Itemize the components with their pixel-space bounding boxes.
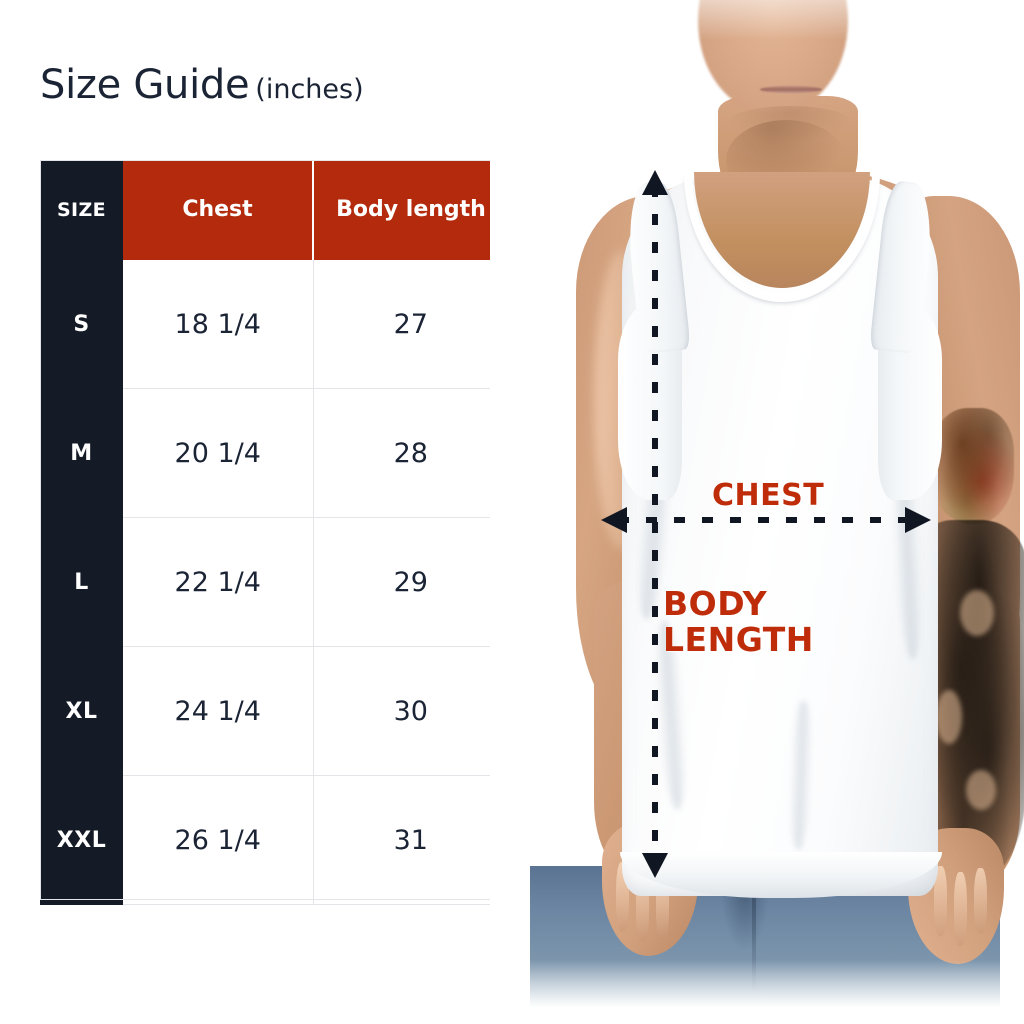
tattoo-highlight xyxy=(960,590,994,636)
chin-shadow xyxy=(726,106,854,142)
chest-label: CHEST xyxy=(712,478,825,513)
page-title-text: Size Guide xyxy=(40,62,250,108)
tattoo-upper-arm xyxy=(928,408,1014,524)
page-title: Size Guide (inches) xyxy=(40,62,364,108)
column-header-size: SIZE xyxy=(40,160,123,260)
cell-body-length: 29 xyxy=(312,517,508,647)
table-header-row: SIZE Chest Body length xyxy=(40,160,508,260)
table-row: M 20 1/4 28 xyxy=(40,388,508,518)
page-title-unit: (inches) xyxy=(255,74,364,105)
tattoo-highlight xyxy=(966,770,996,810)
model-lips xyxy=(760,86,822,93)
body-length-label: BODY LENGTH xyxy=(663,586,814,657)
cell-chest: 22 1/4 xyxy=(123,517,313,647)
bottom-fade xyxy=(530,960,1000,1024)
model-photo: CHEST BODY LENGTH xyxy=(490,0,1024,1024)
right-hand-finger xyxy=(934,866,947,936)
tattoo-highlight xyxy=(936,690,962,744)
cell-chest: 18 1/4 xyxy=(123,260,313,389)
column-header-body-length: Body length xyxy=(312,160,508,260)
cell-body-length: 28 xyxy=(312,388,508,518)
table-row: XL 24 1/4 30 xyxy=(40,646,508,776)
right-hand-finger xyxy=(954,872,967,946)
cell-body-length: 30 xyxy=(312,646,508,776)
cell-chest: 26 1/4 xyxy=(123,775,313,905)
head-crop-fade xyxy=(680,0,870,40)
cell-size: XL xyxy=(40,646,123,776)
cell-size: S xyxy=(40,260,123,389)
cell-size: M xyxy=(40,388,123,518)
table-row: XXL 26 1/4 31 xyxy=(40,775,508,905)
right-hand-finger xyxy=(974,868,987,934)
body-length-label-line1: BODY xyxy=(663,584,768,623)
cell-body-length: 31 xyxy=(312,775,508,905)
cell-size: XXL xyxy=(40,775,123,905)
column-header-chest: Chest xyxy=(123,160,313,260)
cell-chest: 24 1/4 xyxy=(123,646,313,776)
table-row: L 22 1/4 29 xyxy=(40,517,508,647)
jeans-seam xyxy=(752,876,756,996)
cell-body-length: 27 xyxy=(312,260,508,389)
body-length-label-line2: LENGTH xyxy=(663,619,814,659)
size-guide-table: SIZE Chest Body length S 18 1/4 27 M 20 … xyxy=(40,160,508,905)
table-row: S 18 1/4 27 xyxy=(40,260,508,389)
cell-size: L xyxy=(40,517,123,647)
cell-chest: 20 1/4 xyxy=(123,388,313,518)
